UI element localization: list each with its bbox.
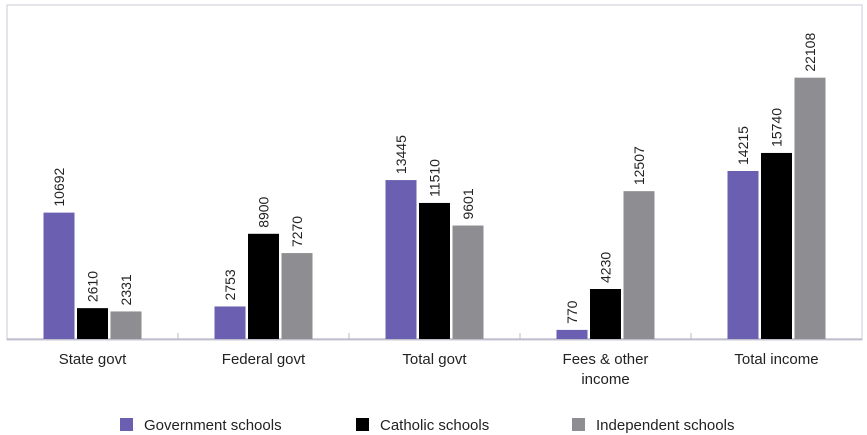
bar [77,308,108,339]
x-tick-label: State govt [59,351,127,368]
bar [727,170,759,339]
bar [556,329,588,339]
bar [214,306,246,339]
data-label: 22108 [802,33,818,72]
legend-entry: Government schools [144,417,282,434]
category-labels: State govt Federal govt Total govt Fees & o… [59,351,819,388]
bar [385,180,417,339]
bar [761,152,792,339]
data-label: 13445 [393,135,409,174]
value-labels: 10692 2610 2331 2753 8900 7270 13445 11510 9601 7… [51,33,818,324]
bar [110,311,142,339]
data-label: 12507 [631,146,647,185]
legend-swatch [120,418,133,431]
data-label: 2610 [85,271,101,302]
legend-entry: Independent schools [596,417,734,434]
data-label: 15740 [769,108,785,147]
x-tick-label: Total income [734,351,818,368]
legend: Government schools Catholic schools Indepe… [120,417,734,434]
data-label: 770 [564,300,580,324]
bar [590,289,621,339]
data-label: 2753 [222,269,238,300]
data-label: 7270 [289,216,305,247]
bar [248,233,279,339]
data-label: 9601 [460,188,476,219]
bar [452,225,484,339]
data-label: 14215 [735,126,751,165]
legend-entry: Catholic schools [380,417,489,434]
bars [43,77,826,339]
data-label: 8900 [256,196,272,227]
data-label: 10692 [51,167,67,206]
bar [623,191,655,339]
legend-swatch [572,418,585,431]
bar [281,253,313,339]
legend-swatch [356,418,369,431]
x-tick-label: Federal govt [222,351,306,368]
x-tick-label: income [581,371,629,388]
bar [794,77,826,339]
bar [43,212,75,339]
x-tick-label: Total govt [402,351,467,368]
data-label: 11510 [427,159,443,197]
x-tick-label: Fees & other [563,351,649,368]
data-label: 4230 [598,252,614,283]
x-axis-ticks [177,333,692,339]
bar [419,202,450,339]
data-label: 2331 [118,274,134,305]
